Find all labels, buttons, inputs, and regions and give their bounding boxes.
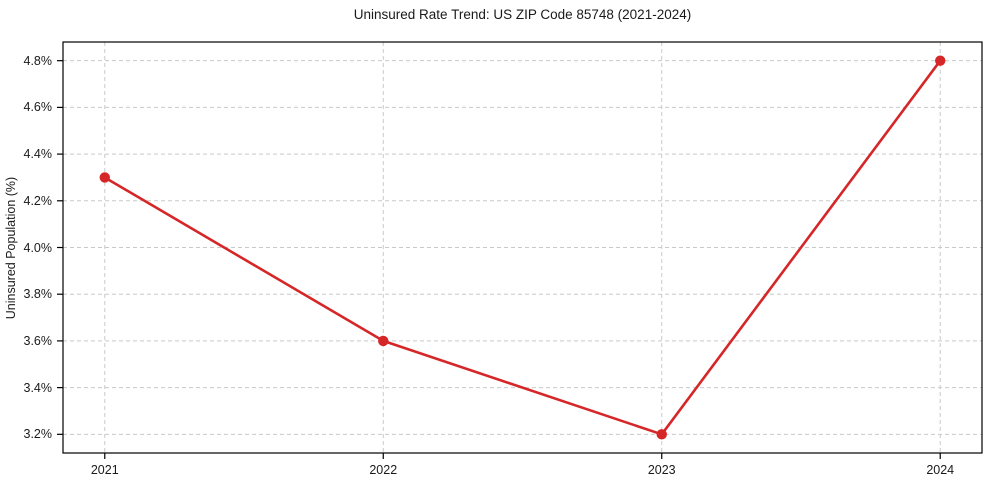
- x-tick-label: 2022: [369, 463, 398, 477]
- y-tick-label: 3.6%: [23, 333, 53, 348]
- data-point-marker: [378, 335, 389, 347]
- data-point-marker: [656, 429, 667, 440]
- y-tick-label: 3.8%: [23, 287, 53, 302]
- x-tick-label: 2023: [647, 463, 676, 477]
- data-point-marker: [935, 55, 946, 66]
- y-tick-label: 4.0%: [23, 240, 53, 255]
- x-tick-label: 2024: [926, 463, 955, 477]
- y-tick-label: 3.2%: [23, 427, 53, 442]
- y-tick-label: 4.6%: [23, 100, 53, 115]
- y-tick-label: 4.4%: [23, 147, 53, 162]
- x-tick-label: 2021: [90, 463, 119, 477]
- plot-frame: [62, 41, 983, 454]
- y-tick-label: 4.8%: [23, 53, 53, 68]
- chart-title: Uninsured Rate Trend: US ZIP Code 85748 …: [353, 7, 692, 22]
- y-tick-label: 4.2%: [23, 193, 53, 208]
- data-point-marker: [99, 172, 110, 183]
- y-tick-label: 3.4%: [23, 380, 53, 395]
- data-line: [103, 59, 942, 436]
